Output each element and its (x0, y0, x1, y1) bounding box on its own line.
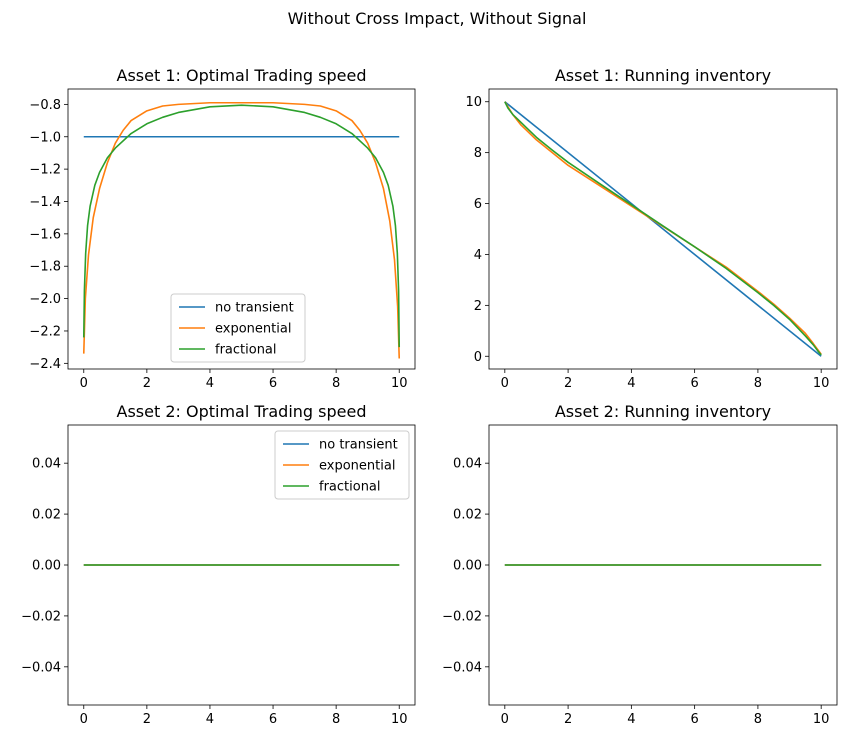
legend-label-exponential: exponential (215, 322, 291, 337)
x-tick-label: 10 (391, 376, 408, 391)
subplot-4: Asset 2: Running inventory 0 2 4 6 8 10 −0.04 −0… (442, 402, 838, 727)
y-tick-label: −1.8 (29, 260, 61, 275)
legend-box (170, 293, 306, 363)
x-tick-label: 2 (564, 376, 572, 391)
subplot-3: Asset 2: Optimal Trading speed 0 2 4 6 8 10 −0.… (21, 402, 416, 727)
axes-frame (67, 424, 416, 706)
y-tick-label: −2.0 (29, 292, 61, 307)
figure-suptitle: Without Cross Impact, Without Signal (288, 9, 587, 28)
series-line-exponential (82, 101, 401, 359)
y-tick-label: −0.8 (29, 98, 61, 113)
x-tick-label: 6 (690, 376, 698, 391)
x-tick-label: 8 (332, 712, 340, 727)
y-tick-label: −2.2 (29, 324, 61, 339)
y-tick-label: −0.02 (442, 609, 482, 624)
y-tick-label: 2 (474, 299, 482, 314)
y-tick-label: −2.4 (29, 357, 61, 372)
subplot-title: Asset 2: Optimal Trading speed (117, 402, 367, 421)
x-tick-label: 0 (501, 376, 509, 391)
series-line-fractional (82, 104, 401, 348)
x-tick-label: 10 (813, 376, 830, 391)
y-tick-label: −1.4 (29, 195, 61, 210)
x-tick-label: 2 (143, 376, 151, 391)
legend-label-no-transient: no transient (215, 301, 294, 316)
x-tick-label: 10 (813, 712, 830, 727)
y-tick-label: 0.04 (453, 457, 482, 472)
y-tick-label: 8 (474, 146, 482, 161)
y-tick-label: −1.6 (29, 227, 61, 242)
axes-frame (67, 88, 416, 370)
legend-label-exponential: exponential (319, 459, 395, 474)
legend-label-fractional: fractional (319, 480, 381, 495)
y-tick-label: −0.04 (442, 660, 482, 675)
y-tick-label: 10 (465, 95, 482, 110)
legend: no transient exponential fractional (274, 430, 410, 500)
x-tick-label: 4 (206, 376, 214, 391)
y-tick-label: 0.02 (453, 508, 482, 523)
x-tick-label: 0 (80, 712, 88, 727)
x-tick-label: 8 (754, 376, 762, 391)
x-tick-label: 4 (206, 712, 214, 727)
legend-box (274, 430, 410, 500)
subplot-2: Asset 1: Running inventory 0 2 4 6 8 10 0 2 4 6 8 10 (465, 66, 838, 391)
x-tick-label: 8 (332, 376, 340, 391)
y-tick-label: 0 (474, 350, 482, 365)
subplot-title: Asset 1: Optimal Trading speed (117, 66, 367, 85)
x-tick-label: 2 (143, 712, 151, 727)
y-tick-label: −0.02 (21, 609, 61, 624)
subplot-1: Asset 1: Optimal Trading speed 0 2 4 6 8 10 −2.… (29, 66, 416, 391)
y-tick-label: 6 (474, 197, 482, 212)
x-tick-label: 6 (269, 376, 277, 391)
y-tick-label: −1.2 (29, 163, 61, 178)
x-tick-label: 2 (564, 712, 572, 727)
x-tick-label: 0 (80, 376, 88, 391)
y-tick-label: 0.02 (32, 508, 61, 523)
series-line-fractional (504, 101, 822, 356)
y-tick-label: −1.0 (29, 130, 61, 145)
legend: no transient exponential fractional (170, 293, 306, 363)
y-tick-label: 0.00 (32, 559, 61, 574)
y-tick-label: 4 (474, 248, 482, 263)
x-tick-label: 6 (690, 712, 698, 727)
axes-frame (488, 424, 838, 706)
x-tick-label: 4 (627, 712, 635, 727)
x-tick-label: 10 (391, 712, 408, 727)
series-line-no-transient (504, 101, 822, 357)
subplot-title: Asset 2: Running inventory (555, 402, 771, 421)
legend-label-fractional: fractional (215, 343, 277, 358)
y-tick-label: −0.04 (21, 660, 61, 675)
x-tick-label: 8 (754, 712, 762, 727)
y-tick-label: 0.04 (32, 457, 61, 472)
x-tick-label: 0 (501, 712, 509, 727)
legend-label-no-transient: no transient (319, 438, 398, 453)
subplot-title: Asset 1: Running inventory (555, 66, 771, 85)
axes-frame (488, 88, 838, 370)
y-tick-label: 0.00 (453, 559, 482, 574)
x-tick-label: 4 (627, 376, 635, 391)
x-tick-label: 6 (269, 712, 277, 727)
